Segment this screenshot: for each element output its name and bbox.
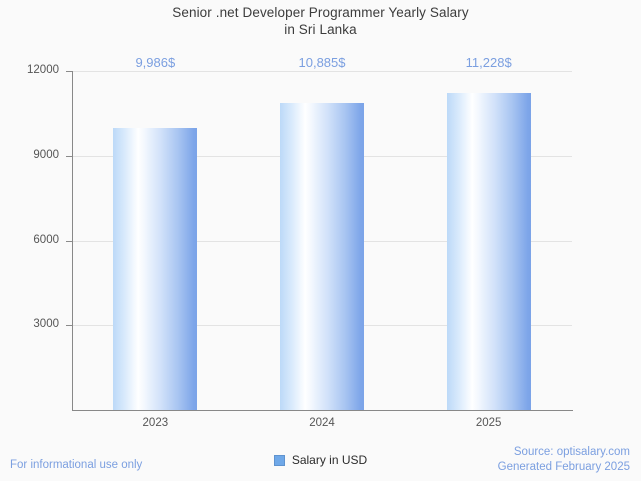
legend-swatch-icon [273, 454, 285, 466]
bar-value-label-2023: 9,986$ [135, 55, 176, 70]
footer-generated: Generated February 2025 [497, 460, 630, 473]
y-axis-tick-mark [66, 71, 72, 72]
x-axis-label-2023: 2023 [142, 417, 169, 429]
x-axis-label-2025: 2025 [475, 417, 502, 429]
chart-title: Senior .net Developer Programmer Yearly … [0, 4, 641, 38]
y-axis-tick-label: 12000 [27, 64, 59, 76]
plot-area [72, 71, 572, 410]
chart-legend: Salary in USD [0, 451, 641, 469]
y-axis-tick-mark [66, 240, 72, 242]
chart-title-line-1: Senior .net Developer Programmer Yearly … [172, 5, 469, 20]
footer-source: Source: optisalary.com [513, 446, 630, 458]
chart-title-line-2: in Sri Lanka [284, 22, 357, 37]
bar-2023[interactable] [113, 127, 198, 410]
y-axis-tick-label: 3000 [33, 318, 59, 331]
y-axis-tick-mark [66, 325, 72, 327]
gridline [72, 71, 572, 72]
y-axis-line [72, 71, 73, 411]
bar-value-label-2024: 10,885$ [298, 55, 346, 70]
footer-source-block: Source: optisalary.com Generated Februar… [498, 445, 630, 474]
x-axis-line [72, 410, 573, 411]
y-axis-tick-label: 6000 [33, 233, 59, 246]
bar-value-label-2025: 11,228$ [465, 55, 512, 70]
x-axis-label-2024: 2024 [309, 417, 335, 429]
legend-item-label: Salary in USD [291, 453, 368, 467]
y-axis-tick-mark [66, 155, 72, 157]
y-axis-tick-label: 9000 [33, 148, 59, 161]
footer-disclaimer: For informational use only [10, 459, 143, 471]
bar-2025[interactable] [446, 92, 531, 410]
bar-2024[interactable] [280, 102, 364, 410]
legend-item-salary-in-usd[interactable]: Salary in USD [267, 451, 374, 469]
